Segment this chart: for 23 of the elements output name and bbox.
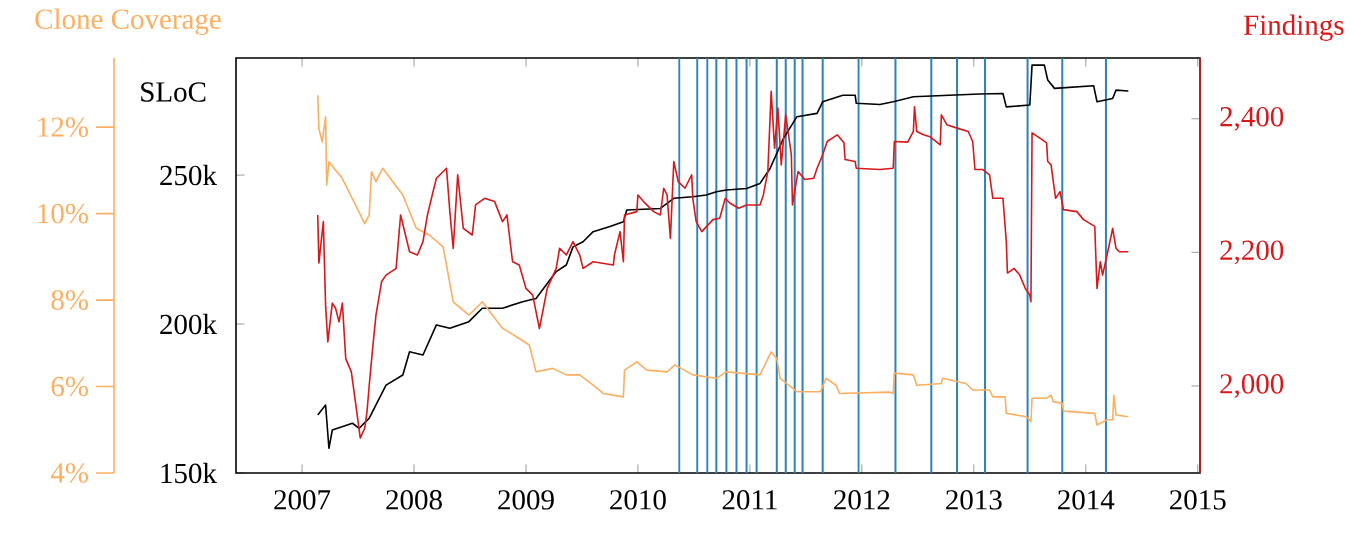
- x-tick-label: 2011: [722, 490, 777, 510]
- y2-tick-label: 2,200: [1220, 240, 1284, 265]
- y3-tick-label: 6%: [51, 376, 89, 397]
- x-tick-label: 2009: [498, 490, 554, 510]
- y-tick-label: 150k: [161, 462, 217, 484]
- y2-tick-label: 2,400: [1220, 106, 1284, 131]
- x-tick-label: 2013: [946, 490, 1002, 510]
- x-tick-label: 2012: [834, 490, 890, 510]
- y3-tick-label: 8%: [51, 290, 89, 310]
- y-axis-title: SLoC: [141, 82, 206, 102]
- y2-tick-label: 2,000: [1220, 374, 1284, 398]
- y3-tick-label: 4%: [50, 463, 89, 483]
- x-tick-label: 2014: [1058, 490, 1115, 510]
- y3-tick-label: 12%: [38, 117, 89, 137]
- x-tick-label: 2007: [274, 490, 331, 510]
- y3-tick-label: 10%: [38, 203, 89, 224]
- x-tick-label: 2015: [1170, 490, 1226, 510]
- y-tick-label: 200k: [160, 313, 217, 335]
- x-tick-label: 2008: [386, 490, 442, 510]
- y2-axis-title: Findings: [1243, 14, 1344, 41]
- y3-axis-title: Clone Coverage: [35, 8, 221, 35]
- y-tick-label: 250k: [160, 164, 217, 186]
- x-tick-label: 2010: [610, 490, 666, 510]
